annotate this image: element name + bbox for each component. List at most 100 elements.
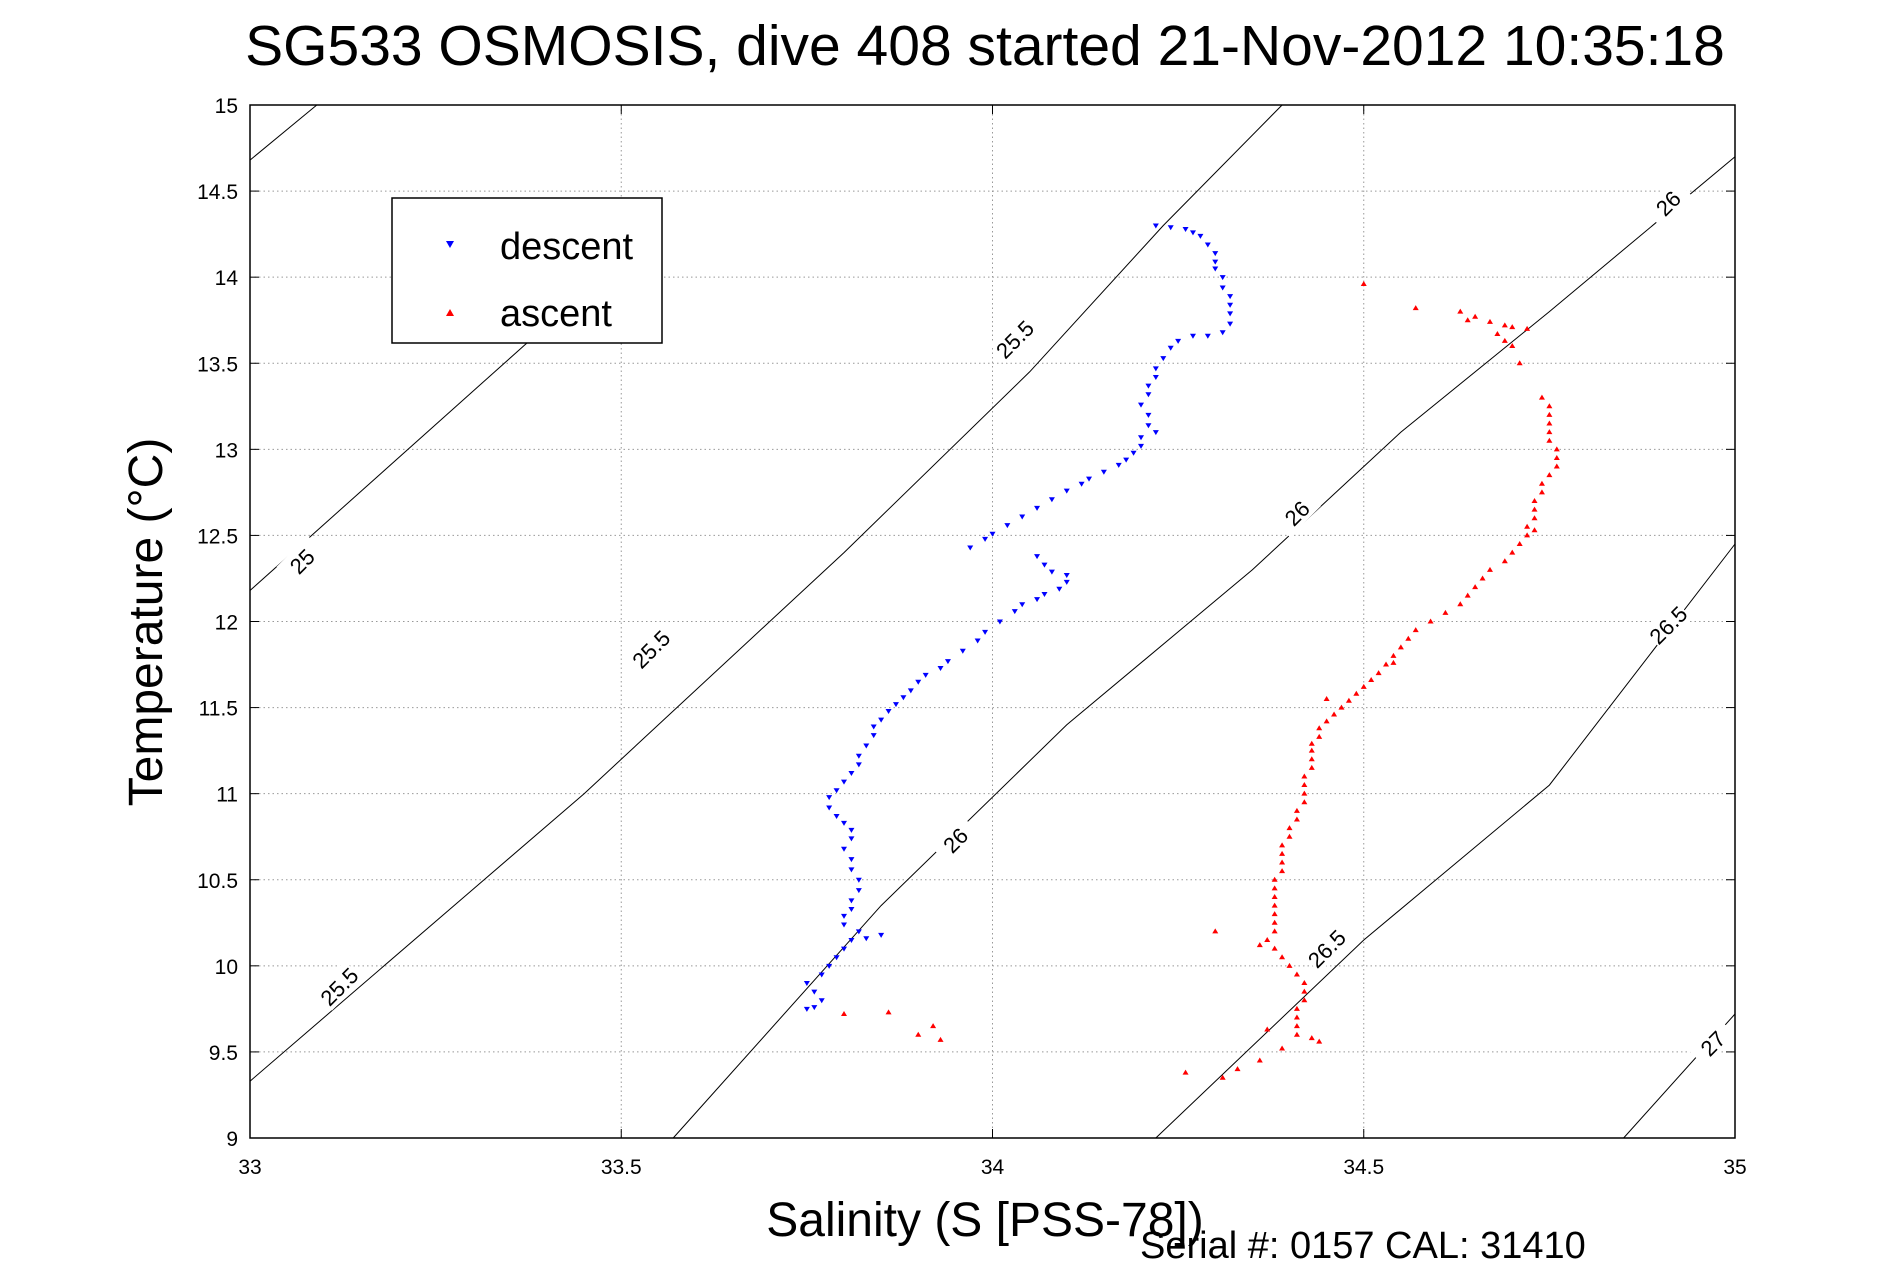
descent-point (1219, 275, 1226, 281)
ascent-point (1501, 558, 1508, 564)
descent-point (1138, 435, 1144, 441)
ascent-point (1271, 911, 1278, 917)
descent-point (803, 1006, 810, 1012)
ascent-point (1293, 807, 1300, 813)
descent-point (1041, 562, 1048, 568)
ascent-point (1546, 411, 1553, 417)
ascent-point (1531, 497, 1538, 503)
ascent-point (1531, 506, 1538, 512)
ascent-point (1546, 429, 1553, 435)
descent-point (1227, 321, 1234, 327)
descent-point (937, 665, 944, 671)
descent-point (974, 638, 981, 644)
descent-point (1167, 225, 1174, 231)
ascent-point (1486, 566, 1493, 572)
serial-cal-footer: Serial #: 0157 CAL: 31410 (1140, 1225, 1586, 1262)
ascent-point (1279, 868, 1286, 874)
ascent-point (1279, 954, 1286, 960)
ascent-point (1279, 1045, 1286, 1051)
ascent-point (1338, 704, 1345, 710)
descent-point (885, 709, 892, 715)
descent-point (1227, 311, 1234, 317)
descent-point (811, 1005, 818, 1011)
ascent-point (1538, 480, 1545, 486)
ascent-point (1271, 893, 1278, 899)
y-tick-label: 11 (216, 784, 238, 807)
ascent-point (1509, 324, 1516, 330)
descent-legend-marker (446, 241, 454, 248)
descent-point (1078, 481, 1085, 487)
ascent-point (1501, 337, 1508, 343)
descent-point (878, 932, 885, 938)
descent-point (848, 907, 855, 913)
ascent-point (1538, 489, 1545, 495)
ascent-point (1316, 1038, 1323, 1044)
descent-point (848, 898, 855, 904)
ascent-point (1264, 937, 1271, 943)
descent-point (818, 972, 825, 978)
ascent-point (1234, 1066, 1241, 1072)
descent-point (863, 743, 870, 749)
ascent-point (1279, 850, 1286, 856)
contour-label-bg (1642, 177, 1693, 228)
descent-point (848, 827, 855, 833)
ascent-series (841, 281, 1560, 1080)
descent-point (1086, 476, 1093, 482)
descent-point (1167, 345, 1174, 351)
descent-point (1048, 497, 1055, 503)
ascent-point (1457, 601, 1464, 607)
descent-point (1063, 488, 1070, 494)
descent-point (1145, 423, 1152, 429)
ascent-point (1472, 313, 1479, 319)
descent-point (1034, 505, 1041, 511)
descent-point (1152, 366, 1159, 372)
descent-point (803, 981, 810, 987)
descent-point (892, 702, 899, 708)
ascent-point (1293, 1005, 1300, 1011)
descent-point (1212, 259, 1219, 265)
ascent-point (1509, 343, 1516, 349)
descent-point (1115, 462, 1122, 468)
ascent-point (1286, 825, 1293, 831)
ascent-point (1293, 971, 1300, 977)
ascent-point (1308, 740, 1315, 746)
descent-point (1063, 579, 1070, 585)
descent-point (1019, 514, 1026, 520)
sigma-contour-26.5 (1155, 543, 1736, 1139)
contour-label-bg (1301, 923, 1351, 973)
descent-point (944, 659, 951, 665)
contour-label-bg (1271, 487, 1321, 538)
ascent-point (1293, 1031, 1300, 1037)
ascent-point (1405, 635, 1412, 641)
y-axis-label: Temperature (°C) (120, 438, 173, 807)
descent-point (826, 795, 833, 801)
ascent-point (1397, 644, 1404, 650)
ascent-point (1301, 782, 1308, 788)
descent-point (1019, 602, 1026, 608)
descent-point (1056, 586, 1063, 592)
ascent-point (1301, 980, 1308, 986)
descent-point (878, 717, 885, 723)
descent-point (1004, 523, 1011, 529)
ascent-point (1345, 697, 1352, 703)
descent-point (1219, 285, 1226, 291)
descent-point (1197, 233, 1204, 239)
ascent-point (1479, 575, 1486, 581)
descent-point (826, 963, 833, 969)
contour-label-bg (1687, 1017, 1737, 1068)
ascent-point (1531, 515, 1538, 521)
ascent-point (885, 1009, 892, 1015)
x-tick-label: 33.5 (601, 1156, 642, 1179)
legend-box (391, 197, 663, 344)
descent-point (833, 788, 840, 794)
descent-point (1175, 338, 1182, 344)
ascent-point (1182, 1069, 1189, 1075)
descent-point (1227, 294, 1234, 300)
descent-point (841, 779, 847, 785)
sigma-contour-25 (249, 104, 318, 161)
ascent-point (1308, 764, 1315, 770)
ascent-point (1316, 733, 1323, 739)
ascent-legend-marker (446, 309, 454, 316)
